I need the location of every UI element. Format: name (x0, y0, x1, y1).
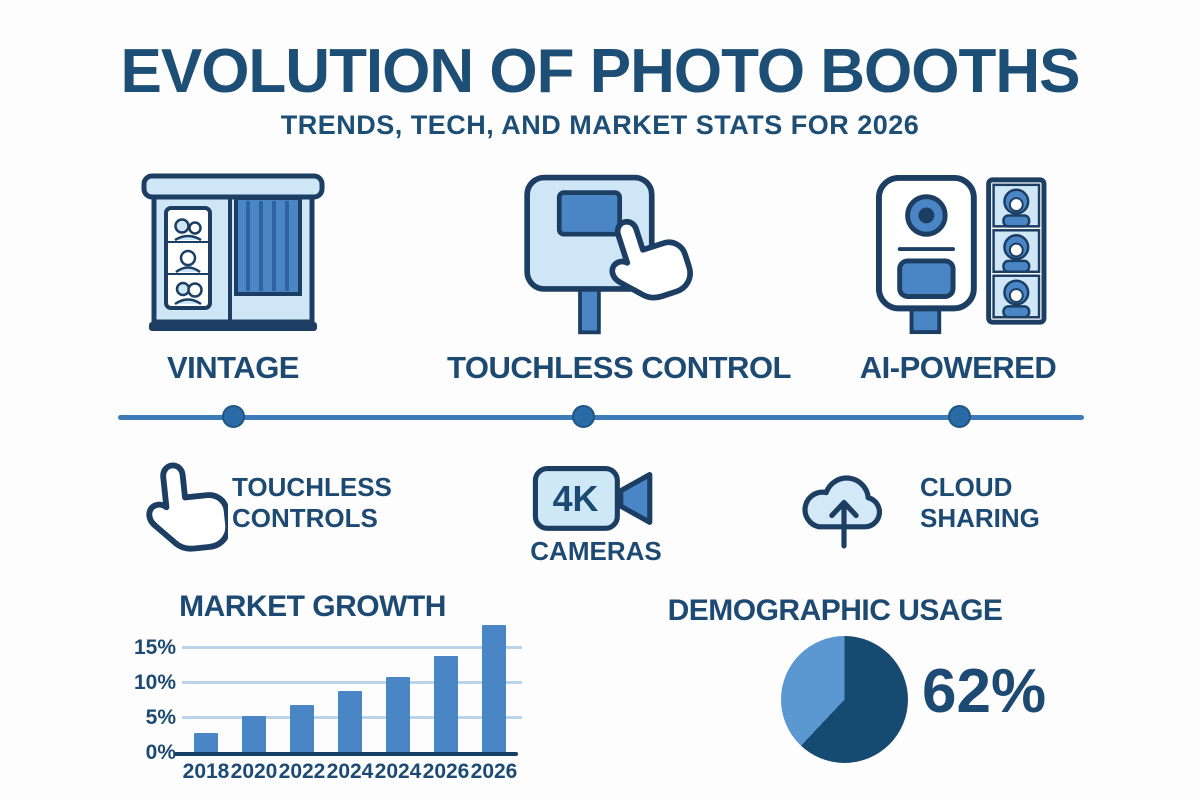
bars (182, 618, 518, 754)
bar-column (278, 618, 326, 754)
x-tick-label: 2026 (422, 760, 470, 783)
era-touchless-control: TOUCHLESS CONTROL (447, 170, 792, 386)
timeline-dot-touchless (572, 405, 595, 428)
bar-2024-3 (338, 691, 362, 754)
bar-2026-6 (482, 624, 506, 754)
gridline (182, 681, 522, 685)
pointing-hand-icon (146, 462, 228, 552)
demographic-usage-title: DEMOGRAPHIC USAGE (667, 594, 1003, 627)
video-camera-4k-icon: 4K (532, 466, 653, 531)
x-tick-label: 2022 (278, 760, 326, 783)
camera-viewfinder (618, 471, 653, 525)
timeline-dot-ai (948, 405, 971, 428)
feature-label-cameras: CAMERAS (530, 536, 662, 566)
upload-arrow (829, 499, 859, 549)
ai-photo-booth-icon (875, 174, 1047, 335)
feature-label-line: CLOUD (920, 472, 1013, 502)
era-label-touchless-control: TOUCHLESS CONTROL (447, 350, 792, 385)
bar-column (374, 618, 422, 754)
x-axis-baseline (174, 752, 518, 756)
touchless-kiosk-icon (524, 174, 693, 335)
page-subtitle: TRENDS, TECH, AND MARKET STATS FOR 2026 (280, 110, 920, 140)
booth-header (141, 173, 325, 200)
camera-4k-label: 4K (553, 479, 599, 519)
cloud-upload-icon (802, 475, 882, 549)
bar-column (230, 618, 278, 754)
x-tick-label: 2020 (230, 760, 278, 783)
bar-column (470, 618, 518, 754)
x-axis-labels: 2018 2020 2022 2024 2024 2026 2026 (182, 760, 518, 784)
y-tick-label: 0% (145, 741, 176, 764)
y-tick-label: 5% (145, 706, 176, 730)
vintage-photo-booth-icon (141, 173, 325, 331)
market-growth-title: MARKET GROWTH (179, 590, 446, 623)
demographic-pie (781, 636, 908, 763)
bar-column (182, 618, 230, 754)
y-tick-label: 15% (133, 636, 176, 660)
kiosk-screen (556, 190, 623, 237)
feature-label-line: SHARING (920, 503, 1040, 533)
era-label-vintage: VINTAGE (167, 350, 300, 385)
era-label-ai-powered: AI-POWERED (859, 350, 1057, 385)
x-tick-label: 2018 (182, 760, 230, 783)
feature-label-cloud-sharing: CLOUD SHARING (920, 472, 1040, 534)
device-screen (897, 258, 956, 299)
y-axis-labels: 0% 5% 10% 15% (128, 618, 176, 764)
bar-2018-0 (194, 733, 218, 754)
curtain-stripes (246, 201, 289, 291)
camera-body (532, 466, 620, 531)
feature-label-line: CONTROLS (232, 503, 378, 533)
ai-photo-strip-portraits (992, 183, 1041, 319)
market-growth-plot-area (174, 618, 522, 756)
booth-base (149, 322, 317, 331)
pointing-hand (609, 218, 693, 301)
pie-annotation: 62% (922, 657, 1047, 726)
camera-lens-center (918, 207, 935, 224)
page-title: EVOLUTION OF PHOTO BOOTHS (120, 37, 1080, 106)
bar-2024-4 (386, 677, 410, 754)
timeline-dot-vintage (222, 405, 245, 428)
photo-strip-faces (168, 218, 208, 306)
gridline (182, 646, 522, 650)
era-ai-powered: AI-POWERED (848, 170, 1068, 386)
era-vintage: VINTAGE (123, 170, 343, 386)
bar-column (326, 618, 374, 754)
x-tick-label: 2024 (326, 760, 374, 783)
bar-column (422, 618, 470, 754)
booth-curtain (234, 196, 302, 296)
feature-label-line: TOUCHLESS (232, 472, 392, 502)
x-tick-label: 2026 (470, 760, 518, 783)
feature-label-touchless-controls: TOUCHLESS CONTROLS (232, 472, 392, 534)
x-tick-label: 2024 (374, 760, 422, 783)
bar-2026-5 (434, 656, 458, 754)
y-tick-label: 10% (133, 671, 176, 695)
timeline (118, 415, 1084, 420)
bar-2020-1 (242, 715, 266, 754)
bar-2022-2 (290, 705, 314, 754)
